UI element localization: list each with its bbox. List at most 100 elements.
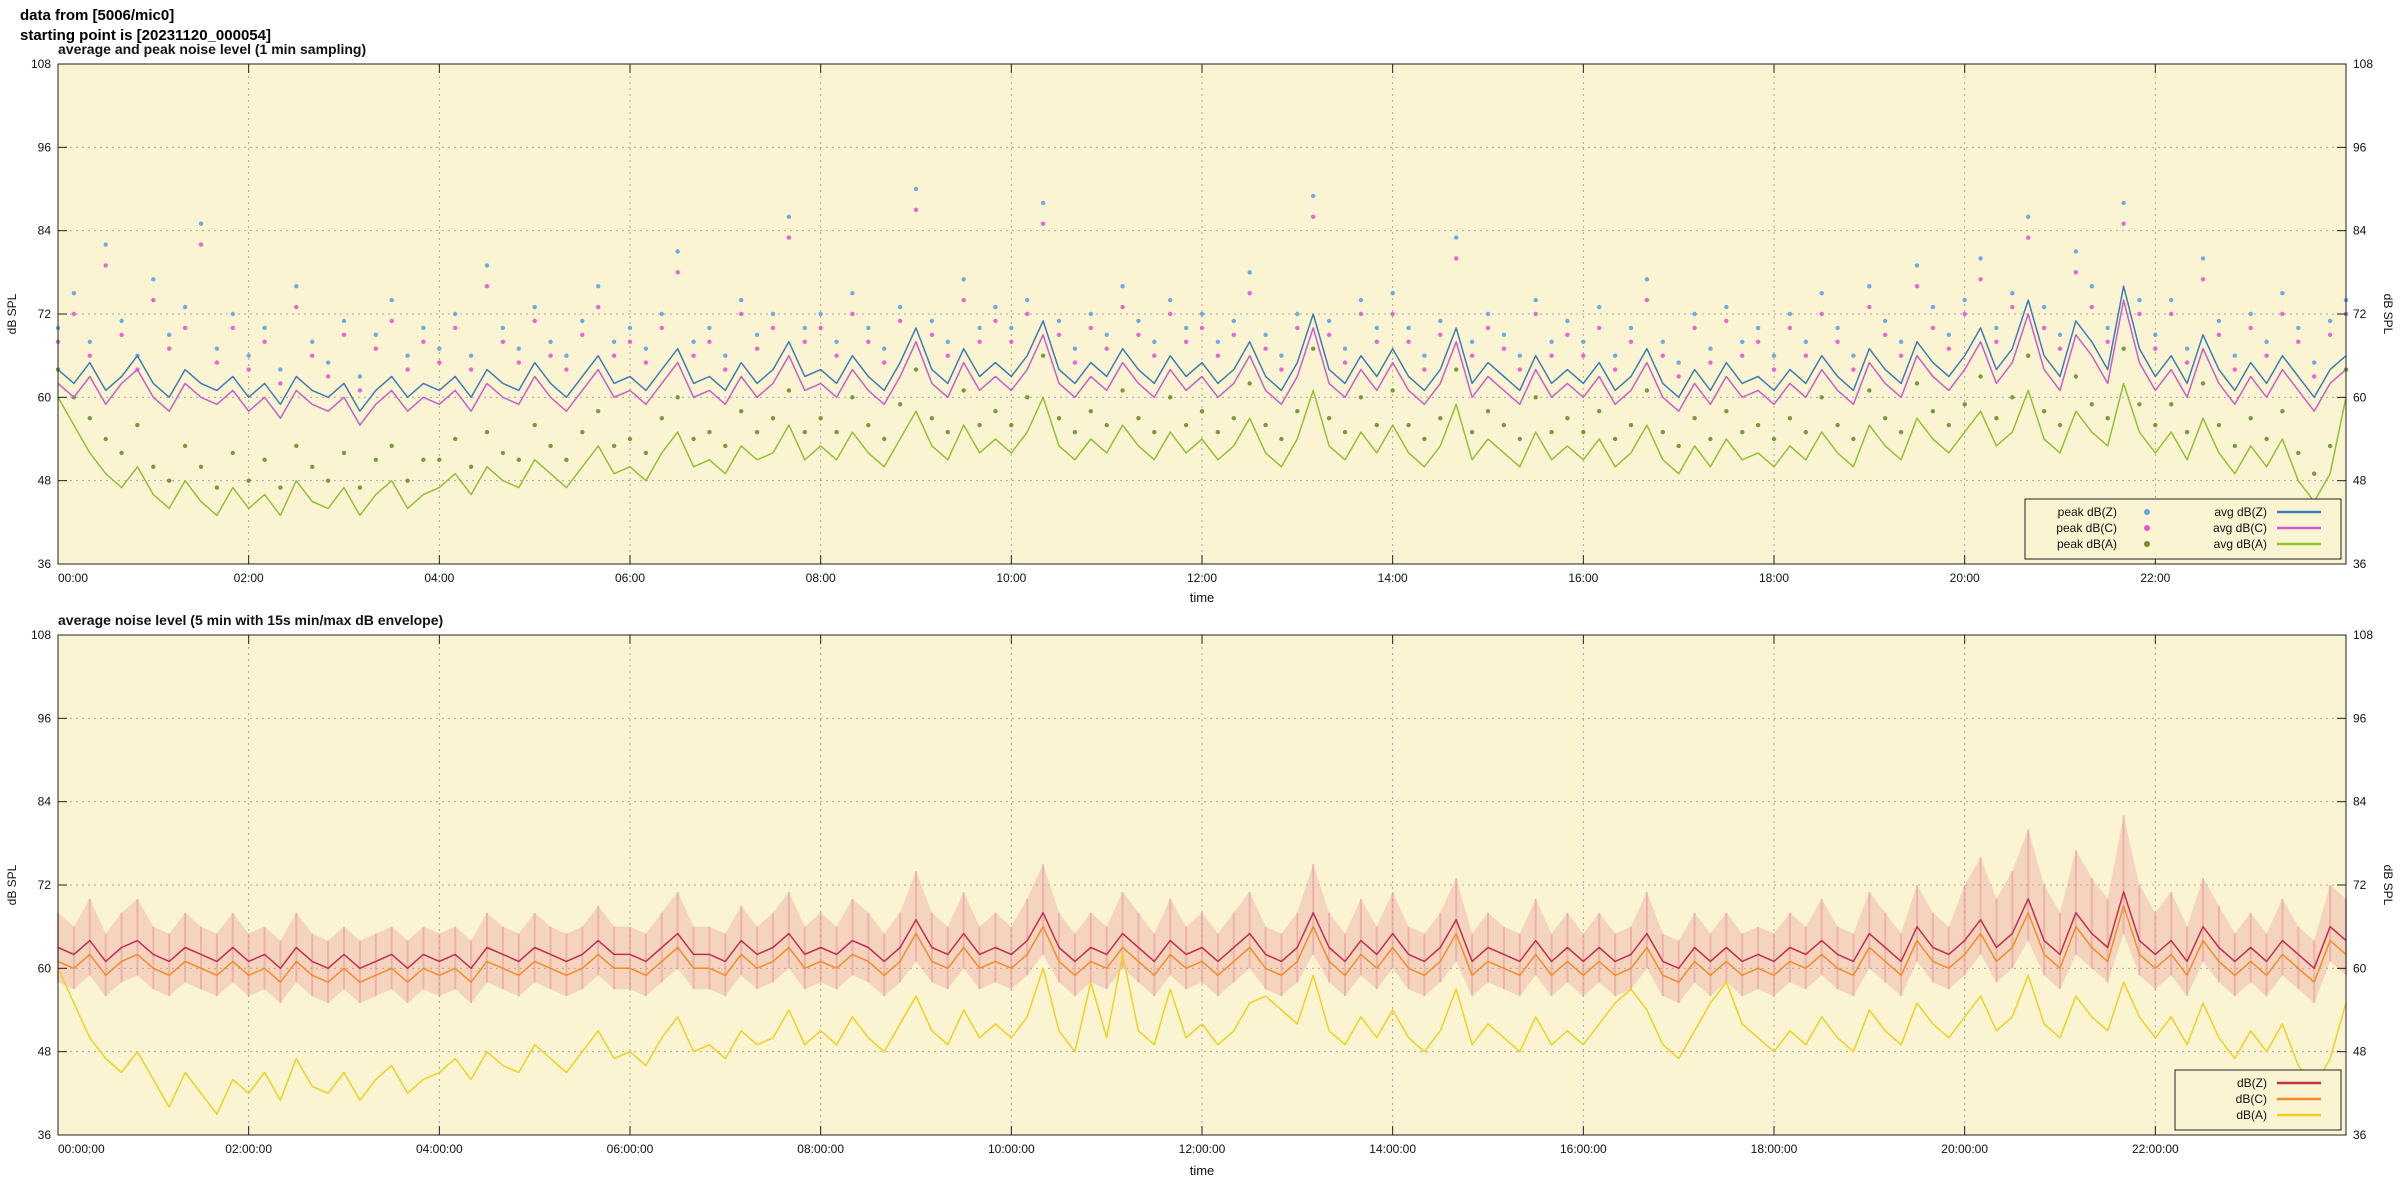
scatter-point (1851, 353, 1856, 358)
x-tick-label: 02:00:00 (225, 1142, 272, 1156)
scatter-point (2264, 339, 2269, 344)
scatter-point (1612, 367, 1618, 372)
scatter-point (739, 311, 744, 317)
scatter-point (2232, 443, 2237, 449)
scatter-point (357, 485, 363, 490)
x-axis-label: time (1190, 1163, 1215, 1178)
scatter-point (1390, 388, 1395, 393)
scatter-point (1962, 311, 1967, 317)
scatter-point (1009, 325, 1014, 331)
scatter-point (1517, 353, 1523, 358)
legend-label: peak dB(Z) (2058, 505, 2117, 519)
scatter-point (500, 450, 506, 456)
scatter-point (2248, 325, 2253, 331)
scatter-point (786, 214, 792, 219)
scatter-point (1390, 311, 1395, 317)
scatter-point (1787, 325, 1793, 331)
y-tick-label-left: 108 (31, 628, 51, 642)
scatter-point (246, 353, 251, 358)
scatter-point (1406, 339, 1411, 344)
scatter-point (167, 346, 172, 351)
scatter-point (1533, 297, 1538, 303)
scatter-point (1422, 367, 1427, 372)
scatter-point (627, 325, 633, 331)
scatter-point (341, 450, 347, 456)
scatter-point (198, 464, 204, 469)
scatter-point (1279, 367, 1284, 372)
legend-label: peak dB(A) (2057, 537, 2117, 551)
legend: dB(Z) dB(C) dB(A) (2174, 1069, 2342, 1131)
scatter-point (834, 353, 839, 358)
scatter-point (866, 339, 871, 344)
scatter-point (1755, 422, 1761, 428)
x-tick-label: 10:00:00 (988, 1142, 1035, 1156)
scatter-point (151, 277, 156, 282)
scatter-point (691, 436, 696, 442)
scatter-point (214, 485, 220, 490)
scatter-point (1597, 325, 1602, 331)
scatter-point (2248, 416, 2253, 421)
scatter-point (882, 436, 887, 442)
scatter-point (2121, 346, 2126, 351)
scatter-point (1676, 360, 1681, 365)
scatter-point (87, 416, 93, 421)
scatter-point (1978, 374, 1983, 379)
scatter-point (1835, 422, 1840, 428)
scatter-point (1962, 402, 1967, 407)
scatter-point (961, 388, 966, 393)
scatter-point (1708, 436, 1713, 442)
scatter-point (1454, 256, 1459, 261)
scatter-point (214, 346, 220, 351)
x-tick-label: 22:00 (2140, 571, 2170, 585)
scatter-point (1533, 395, 1538, 400)
scatter-point (1771, 436, 1777, 442)
scatter-point (2312, 360, 2317, 365)
scatter-point (246, 478, 251, 483)
scatter-point (675, 395, 680, 400)
scatter-point (1867, 304, 1872, 310)
scatter-point (373, 457, 378, 462)
scatter-point (611, 443, 617, 449)
scatter-point (103, 242, 108, 247)
scatter-point (2264, 436, 2269, 442)
chart-title: average and peak noise level (1 min samp… (58, 41, 366, 57)
scatter-point (230, 450, 235, 456)
scatter-point (262, 339, 267, 344)
scatter-point (723, 443, 728, 449)
scatter-point (1072, 360, 1078, 365)
y-tick-label-left: 48 (38, 474, 52, 488)
scatter-point (1406, 325, 1411, 331)
scatter-point (230, 311, 235, 317)
scatter-point (1549, 429, 1554, 435)
scatter-point (659, 325, 664, 331)
scatter-point (71, 291, 77, 296)
scatter-point (1009, 339, 1014, 344)
scatter-point (1867, 284, 1872, 289)
scatter-point (1565, 332, 1570, 337)
y-tick-label-left: 84 (38, 224, 52, 238)
x-tick-label: 12:00 (1187, 571, 1217, 585)
scatter-point (1660, 353, 1666, 358)
scatter-point (754, 332, 760, 337)
scatter-point (723, 353, 728, 358)
scatter-point (1994, 325, 1999, 331)
scatter-point (564, 353, 569, 358)
scatter-point (453, 325, 458, 331)
scatter-point (707, 429, 712, 435)
y-tick-label-right: 36 (2353, 557, 2367, 571)
scatter-point (1501, 332, 1507, 337)
scatter-point (2010, 304, 2015, 310)
scatter-point (659, 416, 664, 421)
scatter-point (1581, 339, 1586, 344)
series-line-avg dB(A) (57, 382, 2347, 517)
scatter-point (596, 409, 601, 414)
scatter-point (2057, 332, 2063, 337)
chart-title: average noise level (5 min with 15s min/… (58, 613, 443, 628)
scatter-point (500, 339, 506, 344)
scatter-point (405, 353, 410, 358)
scatter-point (1358, 311, 1364, 317)
series-line-dB(A) (57, 953, 2347, 1115)
scatter-point (1946, 422, 1952, 428)
scatter-point (1994, 416, 1999, 421)
scatter-point (1120, 304, 1125, 310)
